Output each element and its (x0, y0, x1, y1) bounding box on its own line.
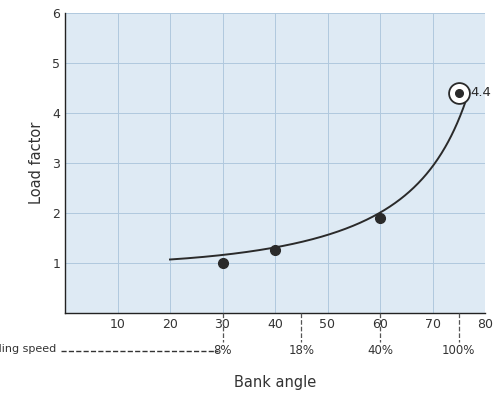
Text: Increase in stalling speed: Increase in stalling speed (0, 344, 60, 354)
Text: 40%: 40% (367, 344, 393, 357)
Text: 4.4: 4.4 (470, 86, 491, 99)
Y-axis label: Load factor: Load factor (29, 121, 44, 204)
Text: 18%: 18% (288, 344, 314, 357)
Text: 8%: 8% (213, 344, 232, 357)
Text: 100%: 100% (442, 344, 476, 357)
X-axis label: Bank angle: Bank angle (234, 375, 316, 390)
